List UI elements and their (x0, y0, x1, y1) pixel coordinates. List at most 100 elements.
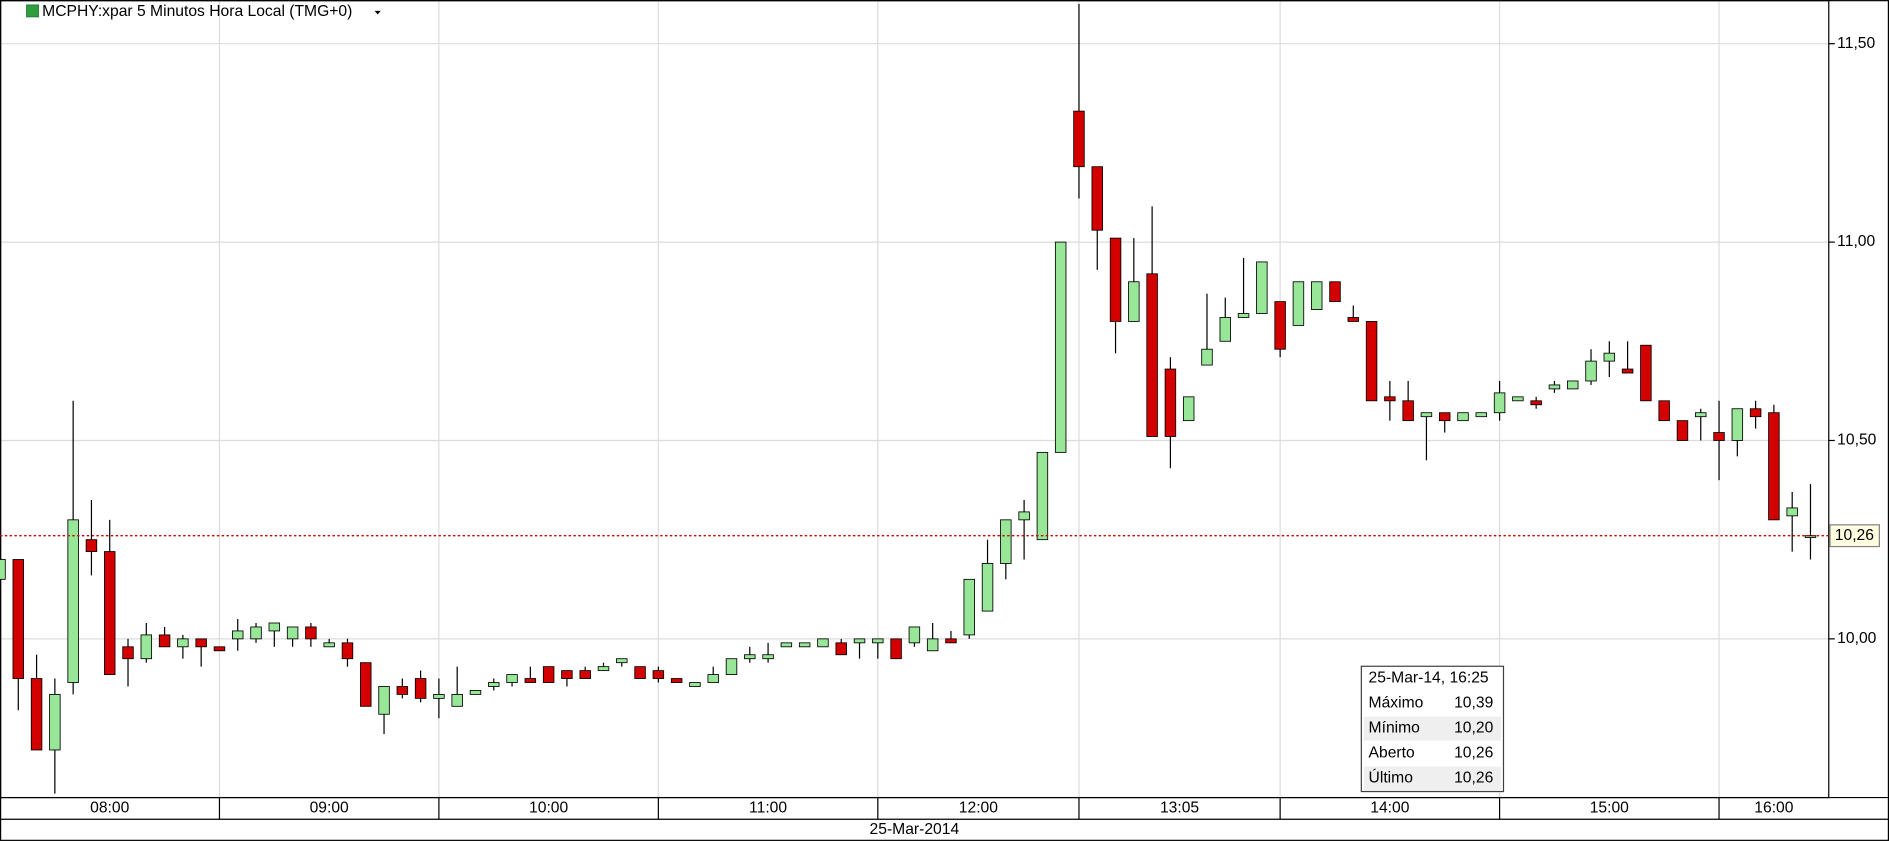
x-tick-label: 15:00 (1590, 800, 1629, 817)
tooltip-row-value: 10,20 (1454, 720, 1493, 737)
candle-body (232, 630, 244, 640)
chart-title: MCPHY:xpar 5 Minutos Hora Local (TMG+0) (42, 3, 352, 20)
candle-body (1713, 432, 1725, 441)
title-icon (26, 4, 39, 18)
candle-body (616, 658, 628, 664)
x-tick-label: 08:00 (90, 800, 129, 817)
candle-body (908, 626, 921, 644)
title-dropdown (374, 10, 381, 15)
candle-body (652, 670, 665, 679)
candle-body (378, 686, 390, 715)
candle-body (1182, 396, 1195, 422)
candle-body (1219, 317, 1231, 342)
candle-body (323, 642, 335, 648)
candle-body (1749, 408, 1762, 418)
candle-body (1804, 535, 1817, 538)
y-tick-label: 11,50 (1837, 35, 1875, 52)
candle-body (85, 539, 98, 552)
candle-body (1347, 317, 1360, 322)
candle-body (1512, 396, 1524, 402)
candle-body (780, 642, 793, 648)
date-label: 25-Mar-2014 (870, 821, 960, 838)
tooltip-title: 25-Mar-14, 16:25 (1369, 669, 1489, 686)
candle-body (1548, 384, 1561, 390)
candle-body (762, 654, 774, 660)
candle-body (1164, 368, 1177, 437)
last-price-label: 10,26 (1835, 527, 1874, 544)
candle-body (1274, 301, 1286, 350)
candle-body (1457, 412, 1469, 422)
tooltip-row-value: 10,26 (1454, 745, 1493, 762)
x-tick-label: 16:00 (1754, 800, 1793, 817)
candle-body (1000, 519, 1012, 564)
candle-body (890, 638, 902, 660)
y-tick-label: 11,00 (1837, 233, 1875, 250)
candle-body (597, 666, 610, 672)
candle-body (524, 678, 537, 683)
tooltip-row-value: 10,26 (1454, 770, 1493, 787)
candle-body (1438, 412, 1451, 422)
candle-body (1695, 412, 1707, 418)
candle-body (798, 642, 811, 648)
candle-body (12, 559, 25, 679)
candle-body (433, 693, 445, 699)
candle-body (396, 686, 409, 695)
candle-body (268, 622, 281, 632)
candle-body (1621, 368, 1634, 374)
candle-body (1237, 313, 1250, 318)
candle-body (725, 658, 738, 675)
candle-body (213, 646, 226, 652)
x-tick-label: 11:00 (749, 800, 787, 817)
candle-body (104, 551, 116, 675)
candle-body (744, 654, 756, 660)
candle-body (451, 693, 463, 707)
candle-body (30, 678, 43, 751)
candle-body (1658, 400, 1670, 422)
candle-body (872, 638, 884, 644)
candle-body (1786, 507, 1798, 517)
candle-body (542, 666, 555, 683)
candle-body (1036, 451, 1049, 541)
candle-body (1365, 321, 1378, 402)
candles (0, 4, 1817, 794)
x-tick-label: 09:00 (310, 800, 349, 817)
candle-body (140, 634, 153, 660)
candle-body (286, 626, 299, 640)
x-tick-label: 13:05 (1160, 800, 1199, 817)
tooltip-row-label: Aberto (1369, 745, 1415, 762)
candle-body (689, 682, 701, 687)
y-tick-label: 10,50 (1837, 432, 1876, 449)
candle-body (177, 638, 189, 648)
candle-body (1018, 511, 1030, 521)
candle-body (1493, 392, 1506, 414)
candle-body (1073, 110, 1085, 168)
x-tick-label: 10:00 (529, 800, 568, 817)
candle-body (1091, 166, 1103, 231)
candle-body (1603, 352, 1616, 362)
tooltip-row-label: Último (1369, 768, 1414, 787)
candle-body (158, 634, 171, 648)
last-price-box (1829, 524, 1880, 548)
candle-body (1567, 380, 1579, 390)
candle-body (853, 638, 866, 644)
candle-body (195, 638, 207, 648)
candle-body (981, 563, 994, 612)
tooltip-row-bg (1363, 766, 1502, 791)
x-tick-label: 14:00 (1370, 800, 1409, 817)
tooltip-row-bg (1363, 716, 1502, 741)
candle-body (817, 638, 829, 648)
candle-body (835, 642, 847, 656)
candle-body (1292, 281, 1305, 326)
candle-body (1146, 273, 1158, 437)
candle-body (1256, 261, 1268, 314)
candle-body (1640, 344, 1652, 402)
candle-body (1731, 408, 1744, 441)
candle-body (1676, 420, 1689, 441)
candle-body (963, 578, 975, 636)
candle-body (506, 674, 518, 683)
tooltip-row-label: Máximo (1369, 695, 1424, 712)
tooltip-row-value: 10,39 (1454, 695, 1493, 712)
